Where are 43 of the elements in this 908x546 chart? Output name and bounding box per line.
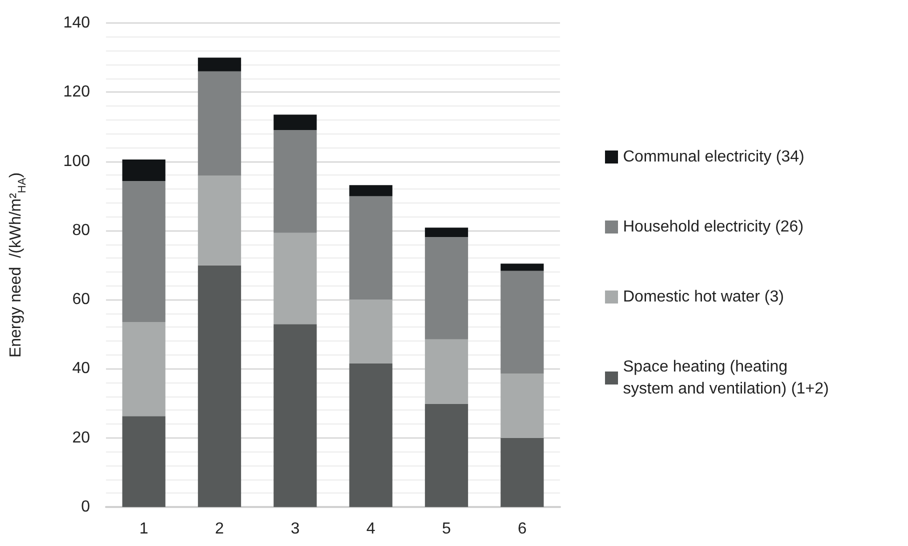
bar — [122, 180, 166, 322]
bar — [274, 130, 317, 233]
bar — [424, 339, 468, 404]
x-tick-label: 2 — [215, 520, 224, 538]
bar — [500, 264, 544, 271]
bar — [122, 160, 166, 181]
legend-label: Space heating (heating system and ventilation) (1+2) — [623, 358, 829, 398]
bar — [500, 374, 544, 438]
x-tick-label: 4 — [366, 520, 376, 538]
bar — [198, 265, 242, 507]
x-tick-label: 6 — [518, 520, 527, 538]
bar — [274, 232, 317, 324]
y-tick-label: 60 — [72, 291, 90, 308]
bar — [274, 114, 317, 130]
legend-label: Domestic hot water (3) — [623, 288, 784, 306]
bar — [198, 71, 242, 176]
bar — [424, 228, 468, 237]
bar — [274, 324, 317, 507]
bar — [122, 322, 166, 416]
bar — [349, 300, 392, 364]
bar — [349, 185, 392, 196]
y-tick-label: 120 — [63, 84, 90, 101]
x-tick-label: 3 — [290, 520, 300, 538]
bar — [349, 196, 392, 300]
bar — [349, 364, 392, 507]
x-tick-label: 1 — [139, 520, 148, 538]
y-axis-title: Energy need /(kWh/m²HA) — [8, 172, 28, 358]
legend-label: Communal electricity (34) — [623, 148, 804, 166]
y-tick-label: 20 — [72, 429, 90, 446]
y-tick-label: 0 — [81, 498, 90, 516]
legend-label: Household electricity (26) — [623, 218, 804, 236]
bar — [500, 270, 544, 374]
x-tick-label: 5 — [442, 520, 452, 538]
bar — [122, 416, 166, 507]
y-tick-label: 100 — [63, 152, 90, 170]
bar — [500, 438, 544, 507]
bar — [424, 236, 468, 340]
y-tick-label: 40 — [72, 360, 90, 378]
bar — [198, 175, 242, 266]
y-tick-label: 80 — [72, 222, 90, 239]
bar — [198, 58, 242, 72]
bar — [424, 404, 468, 507]
y-tick-label: 140 — [63, 14, 90, 32]
